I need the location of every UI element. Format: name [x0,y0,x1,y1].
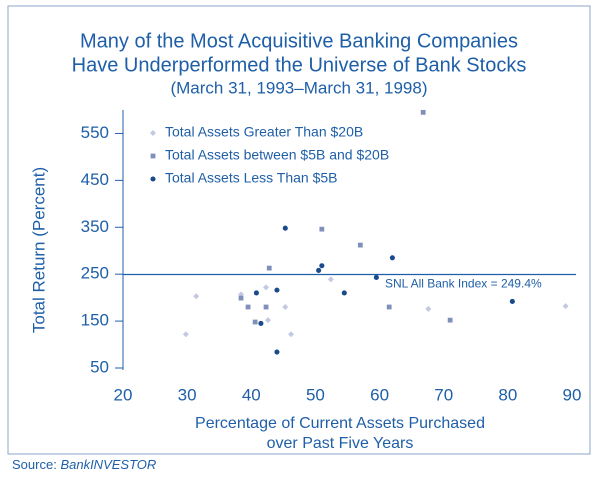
x-axis-label: over Past Five Years [267,435,414,452]
x-tick-label: 40 [242,385,261,404]
legend-label: Total Assets Less Than $5B [165,170,338,186]
point [245,304,251,310]
y-tick-label: 350 [81,217,109,236]
point [319,263,325,269]
point [562,303,569,310]
legend-marker [150,130,156,136]
point [327,276,334,283]
point [282,304,289,311]
point [425,305,432,312]
x-tick-label: 20 [114,385,133,404]
point [263,284,270,291]
point [263,304,269,310]
point [274,287,280,293]
legend-marker [150,176,156,182]
point [282,225,288,231]
point [447,317,453,323]
point [182,331,189,338]
point [389,255,395,261]
point [316,267,322,273]
y-tick-label: 450 [81,170,109,189]
source-prefix: Source: [12,457,57,472]
x-tick-label: 50 [306,385,325,404]
y-axis-label: Total Return (Percent) [29,167,48,333]
frame [7,5,591,455]
point [264,317,271,324]
x-tick-label: 80 [498,385,517,404]
source-name: BankINVESTOR [60,457,156,472]
point [319,226,325,232]
x-tick-label: 60 [370,385,389,404]
point [357,242,363,248]
point [288,331,295,338]
point [193,293,200,300]
point [386,304,392,310]
chart-title: Many of the Most Acquisitive Banking Com… [80,30,518,52]
point [373,274,379,281]
point [420,109,426,115]
y-tick-label: 150 [81,311,109,330]
point [274,349,280,355]
source: Source: BankINVESTOR [12,457,156,472]
point [238,295,244,301]
chart-subtitle: (March 31, 1993–March 31, 1998) [170,78,427,97]
legend-marker [150,153,156,159]
point [252,319,258,325]
y-tick-label: 50 [90,357,109,376]
legend-label: Total Assets Greater Than $20B [165,124,363,140]
x-tick-label: 30 [178,385,197,404]
x-tick-label: 90 [563,385,582,404]
point [258,320,264,326]
x-tick-label: 70 [434,385,453,404]
point [266,265,272,271]
reference-label: SNL All Bank Index = 249.4% [385,277,542,291]
point [253,290,259,296]
y-tick-label: 250 [81,264,109,283]
point [341,290,347,296]
chart-title: Have Underperformed the Universe of Bank… [72,54,527,76]
x-axis-label: Percentage of Current Assets Purchased [195,415,485,432]
point [509,298,515,304]
y-tick-label: 550 [81,123,109,142]
legend-label: Total Assets between $5B and $20B [165,147,389,163]
